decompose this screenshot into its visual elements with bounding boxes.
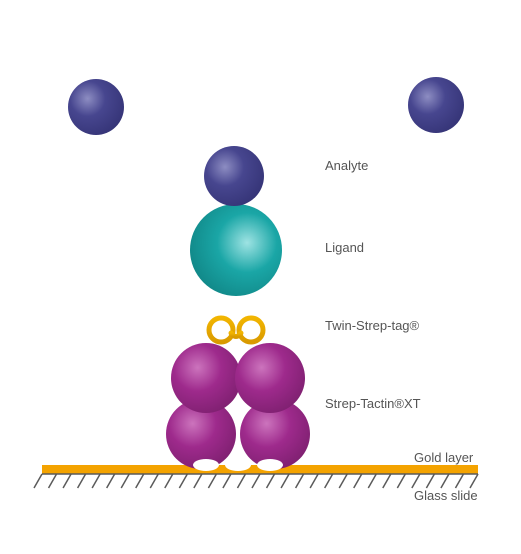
glass-slide [34, 474, 478, 488]
label-gold-layer: Gold layer [414, 450, 473, 465]
analyte-free-right [408, 77, 464, 133]
twin-strep-tag [209, 290, 263, 352]
analyte-free-left [68, 79, 124, 135]
label-ligand: Ligand [325, 240, 364, 255]
diagram-canvas: Analyte Ligand Twin-Strep-tag® Strep-Tac… [0, 0, 521, 554]
strep-tactin-tetramer [166, 343, 310, 469]
label-strep-tactin: Strep-Tactin®XT [325, 396, 421, 411]
analyte-bound-sphere [204, 146, 264, 206]
diagram-svg [0, 0, 521, 554]
ligand-sphere [190, 204, 282, 296]
label-glass-slide: Glass slide [414, 488, 478, 503]
label-analyte: Analyte [325, 158, 368, 173]
label-twin-strep: Twin-Strep-tag® [325, 318, 419, 333]
gold-contact-highlights [193, 459, 283, 471]
